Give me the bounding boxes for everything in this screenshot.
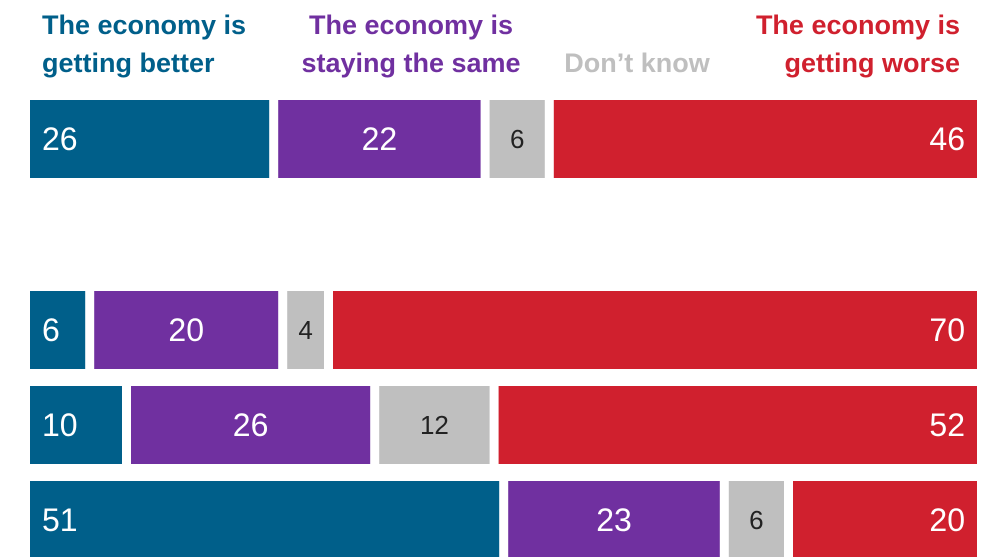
value-label-row4-series3: 6 xyxy=(749,505,763,535)
value-label-row4-series1: 51 xyxy=(42,502,78,538)
bar-row3-series3 xyxy=(379,386,490,464)
bar-row2-series3 xyxy=(287,291,324,369)
bar-row1-series3 xyxy=(489,100,545,178)
bar-row1-series1 xyxy=(30,100,270,178)
bar-row4-series3 xyxy=(728,481,784,557)
bar-row1-series4 xyxy=(553,100,977,178)
bar-row3-series2 xyxy=(131,386,371,464)
legend-label-3: The economy is getting worse xyxy=(756,10,960,78)
value-label-row2-series1: 6 xyxy=(42,312,60,348)
value-label-row1-series1: 26 xyxy=(42,121,78,157)
value-label-row2-series3: 4 xyxy=(298,315,312,345)
bar-row2-series1 xyxy=(30,291,86,369)
bar-row3-series1 xyxy=(30,386,122,464)
value-label-row2-series2: 20 xyxy=(168,312,204,348)
value-label-row3-series3: 12 xyxy=(420,410,449,440)
bar-row2-series4 xyxy=(333,291,977,369)
bar-row4-series1 xyxy=(30,481,500,557)
value-label-row2-series4: 70 xyxy=(929,312,965,348)
chart-bars: 26 22 6 46 6 20 4 70 10 26 12 52 51 23 6 20 xyxy=(30,100,977,557)
legend-label-0: The economy is getting better xyxy=(42,10,246,78)
bar-row1-series2 xyxy=(278,100,481,178)
value-label-row1-series4: 46 xyxy=(929,121,965,157)
legend-label-1: The economy is staying the same xyxy=(301,10,520,78)
value-label-row4-series2: 23 xyxy=(596,502,632,538)
value-label-row3-series2: 26 xyxy=(233,407,269,443)
value-label-row4-series4: 20 xyxy=(929,502,965,538)
value-label-row3-series4: 52 xyxy=(929,407,965,443)
value-label-row3-series1: 10 xyxy=(42,407,78,443)
legend-label-2: Don’t know xyxy=(564,48,710,78)
bar-row2-series2 xyxy=(94,291,279,369)
value-label-row1-series3: 6 xyxy=(510,124,524,154)
value-label-row1-series2: 22 xyxy=(362,121,398,157)
bar-row4-series2 xyxy=(508,481,720,557)
bar-row4-series4 xyxy=(793,481,977,557)
chart-legend: The economy is getting better The economy … xyxy=(42,10,960,78)
bar-row3-series4 xyxy=(498,386,977,464)
